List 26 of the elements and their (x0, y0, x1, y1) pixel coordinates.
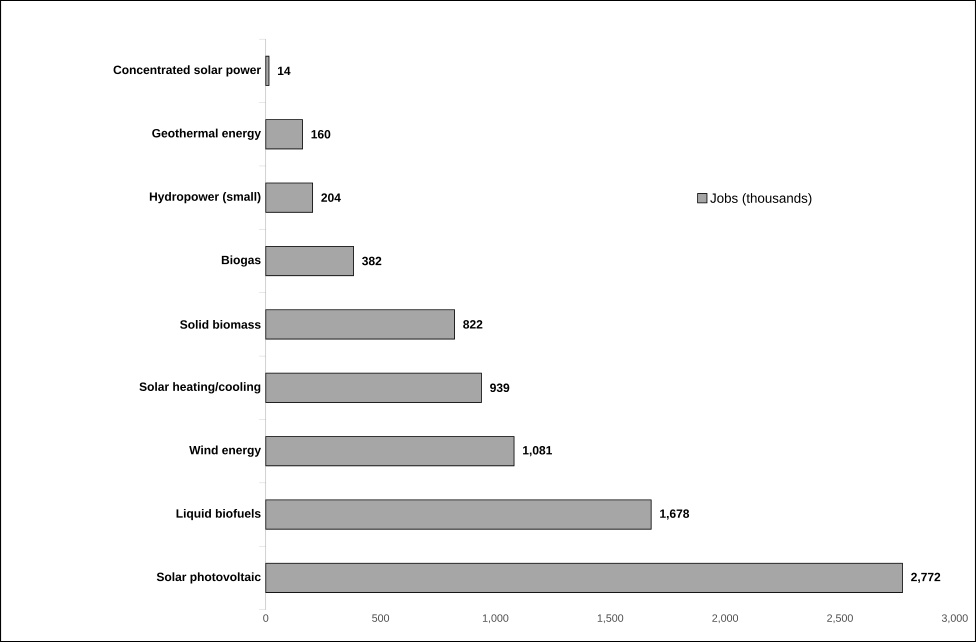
y-tick-label: Wind energy (189, 445, 261, 457)
x-tick-label: 2,000 (712, 614, 738, 624)
y-tick-label: Liquid biofuels (176, 508, 261, 520)
data-label: 939 (490, 383, 510, 392)
x-tick-label: 1,000 (482, 614, 508, 624)
y-tick-label: Concentrated solar power (114, 65, 261, 76)
y-tick-label: Solar heating/cooling (139, 382, 260, 394)
data-label: 204 (321, 193, 341, 202)
data-label: 2,772 (911, 572, 940, 583)
y-tick-label: Biogas (222, 255, 261, 267)
data-label: 382 (362, 256, 382, 266)
x-tick-label: 2,500 (827, 614, 853, 624)
x-tick-label: 3,000 (942, 614, 968, 624)
data-label: 1,678 (660, 509, 690, 520)
y-tick-label: Solid biomass (180, 320, 261, 329)
data-label: 822 (463, 320, 482, 329)
y-tick-label: Solar photovoltaic (156, 572, 261, 584)
x-tick-label: 500 (372, 614, 390, 622)
y-tick-label: Geothermal energy (152, 128, 261, 140)
data-label: 1,081 (523, 446, 552, 456)
x-tick-label: 0 (263, 614, 268, 622)
data-label: 14 (278, 66, 291, 75)
y-tick-label: Hydropower (small) (150, 192, 260, 204)
x-tick-label: 1,500 (598, 614, 624, 624)
data-label: 160 (312, 130, 330, 138)
legend-label: Jobs (thousands) (710, 193, 812, 206)
